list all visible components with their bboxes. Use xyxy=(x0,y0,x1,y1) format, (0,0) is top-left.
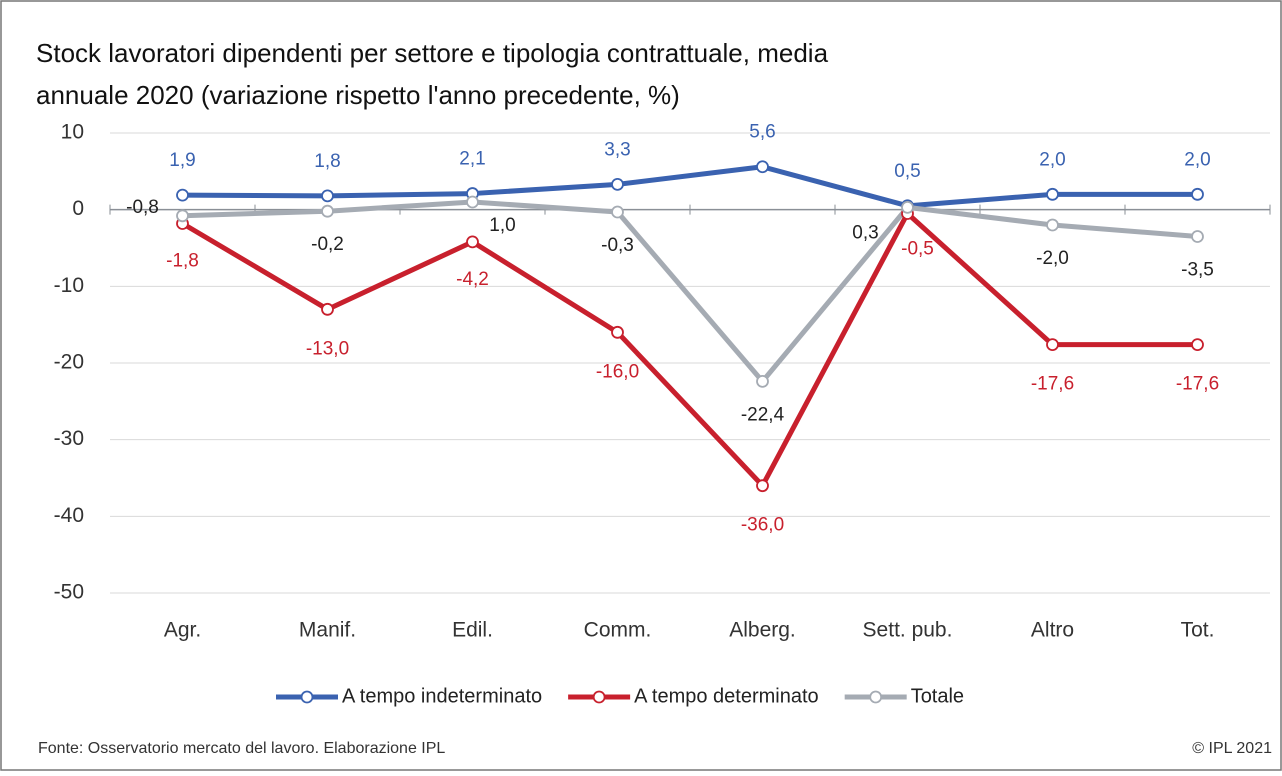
y-tick-label: -10 xyxy=(54,274,84,297)
point xyxy=(756,374,769,388)
x-tick-label: Sett. pub. xyxy=(863,619,953,642)
value-label: -1,8 xyxy=(166,250,199,271)
value-label: 2,1 xyxy=(459,149,485,170)
value-label: 1,8 xyxy=(314,151,340,172)
value-label: 3,3 xyxy=(604,139,630,160)
y-tick-label: -50 xyxy=(54,581,84,604)
point xyxy=(611,205,624,219)
legend-marker xyxy=(592,690,606,704)
x-tick-label: Tot. xyxy=(1181,619,1215,642)
value-label: -2,0 xyxy=(1036,248,1069,269)
value-label: -17,6 xyxy=(1031,374,1074,395)
legend: A tempo indeterminato A tempo determinato… xyxy=(276,685,964,707)
value-label: 1,9 xyxy=(169,150,195,171)
x-tick-label: Agr. xyxy=(164,619,201,642)
x-tick-label: Altro xyxy=(1031,619,1074,642)
x-tick-label: Comm. xyxy=(584,619,652,642)
point xyxy=(1191,230,1204,243)
series-line xyxy=(182,164,1198,209)
y-tick-label: 0 xyxy=(72,197,84,220)
x-tick-label: Alberg. xyxy=(729,619,796,642)
y-tick-label: -40 xyxy=(54,504,84,527)
point xyxy=(1046,187,1059,201)
value-label: -16,0 xyxy=(596,361,639,382)
value-label: -13,0 xyxy=(306,338,349,359)
value-label: 0,5 xyxy=(894,161,920,182)
value-label: -0,8 xyxy=(126,197,159,218)
chart-title: Stock lavoratori dipendenti per settore … xyxy=(36,38,829,68)
point xyxy=(176,188,189,202)
copyright: © IPL 2021 xyxy=(1192,740,1272,757)
chart-title: annuale 2020 (variazione rispetto l'anno… xyxy=(36,80,680,110)
value-label: -4,2 xyxy=(456,269,489,290)
value-label: 2,0 xyxy=(1184,149,1210,170)
point xyxy=(611,325,624,339)
point xyxy=(321,204,334,218)
value-label: -0,2 xyxy=(311,234,344,255)
legend-label: A tempo indeterminato xyxy=(342,685,542,707)
value-label: -36,0 xyxy=(741,515,784,536)
value-label: -17,6 xyxy=(1176,374,1219,395)
y-tick-label: -30 xyxy=(54,427,84,450)
value-label: 5,6 xyxy=(749,122,775,143)
legend-label: A tempo determinato xyxy=(634,685,819,707)
value-label: -0,3 xyxy=(601,235,634,256)
source: Fonte: Osservatorio mercato del lavoro. … xyxy=(38,740,445,757)
x-tick-label: Edil. xyxy=(452,619,493,642)
point xyxy=(466,195,479,209)
point xyxy=(901,200,914,214)
value-label: 2,0 xyxy=(1039,149,1065,170)
legend-label: Totale xyxy=(911,685,964,707)
value-label: 1,0 xyxy=(489,215,515,236)
point xyxy=(756,479,769,493)
legend-marker xyxy=(869,690,883,704)
y-tick-label: -20 xyxy=(54,351,84,374)
point xyxy=(756,160,769,174)
point xyxy=(1191,338,1204,352)
point xyxy=(1191,187,1204,201)
legend-marker xyxy=(300,690,314,704)
point xyxy=(176,209,189,223)
value-label: -3,5 xyxy=(1181,260,1214,281)
point xyxy=(321,302,334,316)
y-tick-label: 10 xyxy=(61,121,84,144)
x-tick-label: Manif. xyxy=(299,619,356,642)
point xyxy=(466,235,479,249)
series-line xyxy=(181,211,1198,489)
series-line xyxy=(182,199,1198,384)
value-label: -0,5 xyxy=(901,239,934,260)
point xyxy=(321,189,334,203)
value-label: 0,3 xyxy=(852,222,878,243)
value-label: -22,4 xyxy=(741,404,785,425)
point xyxy=(1046,338,1059,352)
point xyxy=(1046,218,1059,232)
point xyxy=(611,177,624,191)
